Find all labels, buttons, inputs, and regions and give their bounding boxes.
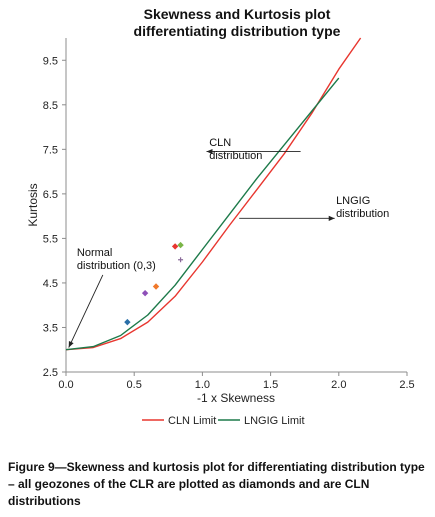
data-point-diamond	[171, 243, 179, 250]
legend-label-lngig-limit: LNGIG Limit	[244, 415, 305, 427]
legend: CLN Limit LNGIG Limit	[142, 415, 305, 427]
y-tick-label: 6.5	[43, 189, 58, 201]
annotation-text: distribution	[336, 208, 389, 220]
y-tick-label: 8.5	[43, 100, 58, 112]
x-tick-label: 2.5	[399, 379, 414, 391]
data-point-diamond	[141, 289, 149, 297]
legend-label-cln-limit: CLN Limit	[168, 415, 216, 427]
data-point-diamond	[124, 318, 131, 326]
x-tick-label: 0.0	[58, 379, 73, 391]
data-point-diamond	[152, 283, 160, 290]
data-point-diamond	[177, 241, 184, 249]
y-tick-label: 5.5	[43, 233, 58, 245]
y-tick-label: 9.5	[43, 55, 58, 67]
annotation-arrowhead	[206, 148, 213, 155]
series-line-cln-limit	[65, 37, 362, 351]
annotations-layer: CLNdistributionLNGIGdistributionNormaldi…	[68, 137, 389, 348]
y-axis-label: Kurtosis	[26, 183, 40, 226]
annotation-arrowhead	[328, 215, 335, 221]
annotation-text: LNGIG	[336, 195, 370, 207]
data-point-plus	[178, 257, 184, 263]
annotation-text: CLN	[209, 137, 231, 149]
x-axis-ticks: 0.0 0.5 1.0 1.5 2.0 2.5	[58, 372, 415, 391]
points-layer	[124, 241, 184, 326]
x-tick-label: 1.5	[263, 379, 278, 391]
annotation-text: distribution (0,3)	[77, 260, 156, 272]
annotation-arrow-line	[68, 274, 104, 348]
y-tick-label: 2.5	[43, 367, 58, 379]
y-tick-label: 7.5	[43, 144, 58, 156]
x-axis-label: -1 x Skewness	[197, 391, 275, 405]
x-tick-label: 0.5	[127, 379, 142, 391]
y-tick-label: 4.5	[43, 278, 58, 290]
annotation-arrowhead	[68, 340, 74, 348]
series-layer	[65, 37, 362, 351]
series-line-lngig-limit	[65, 77, 340, 351]
x-tick-label: 1.0	[195, 379, 210, 391]
y-tick-label: 3.5	[43, 322, 58, 334]
chart: Skewness and Kurtosis plot differentiati…	[26, 6, 415, 427]
y-axis-ticks: 2.5 3.5 4.5 5.5 6.5 7.5 8.5 9.5	[43, 55, 66, 379]
chart-title-line-1: Skewness and Kurtosis plot	[144, 6, 331, 22]
x-tick-label: 2.0	[331, 379, 346, 391]
annotation-text: distribution	[209, 150, 262, 162]
chart-title-line-2: differentiating distribution type	[134, 23, 341, 39]
annotation-text: Normal	[77, 247, 112, 259]
figure-caption: Figure 9—Skewness and kurtosis plot for …	[8, 460, 425, 508]
